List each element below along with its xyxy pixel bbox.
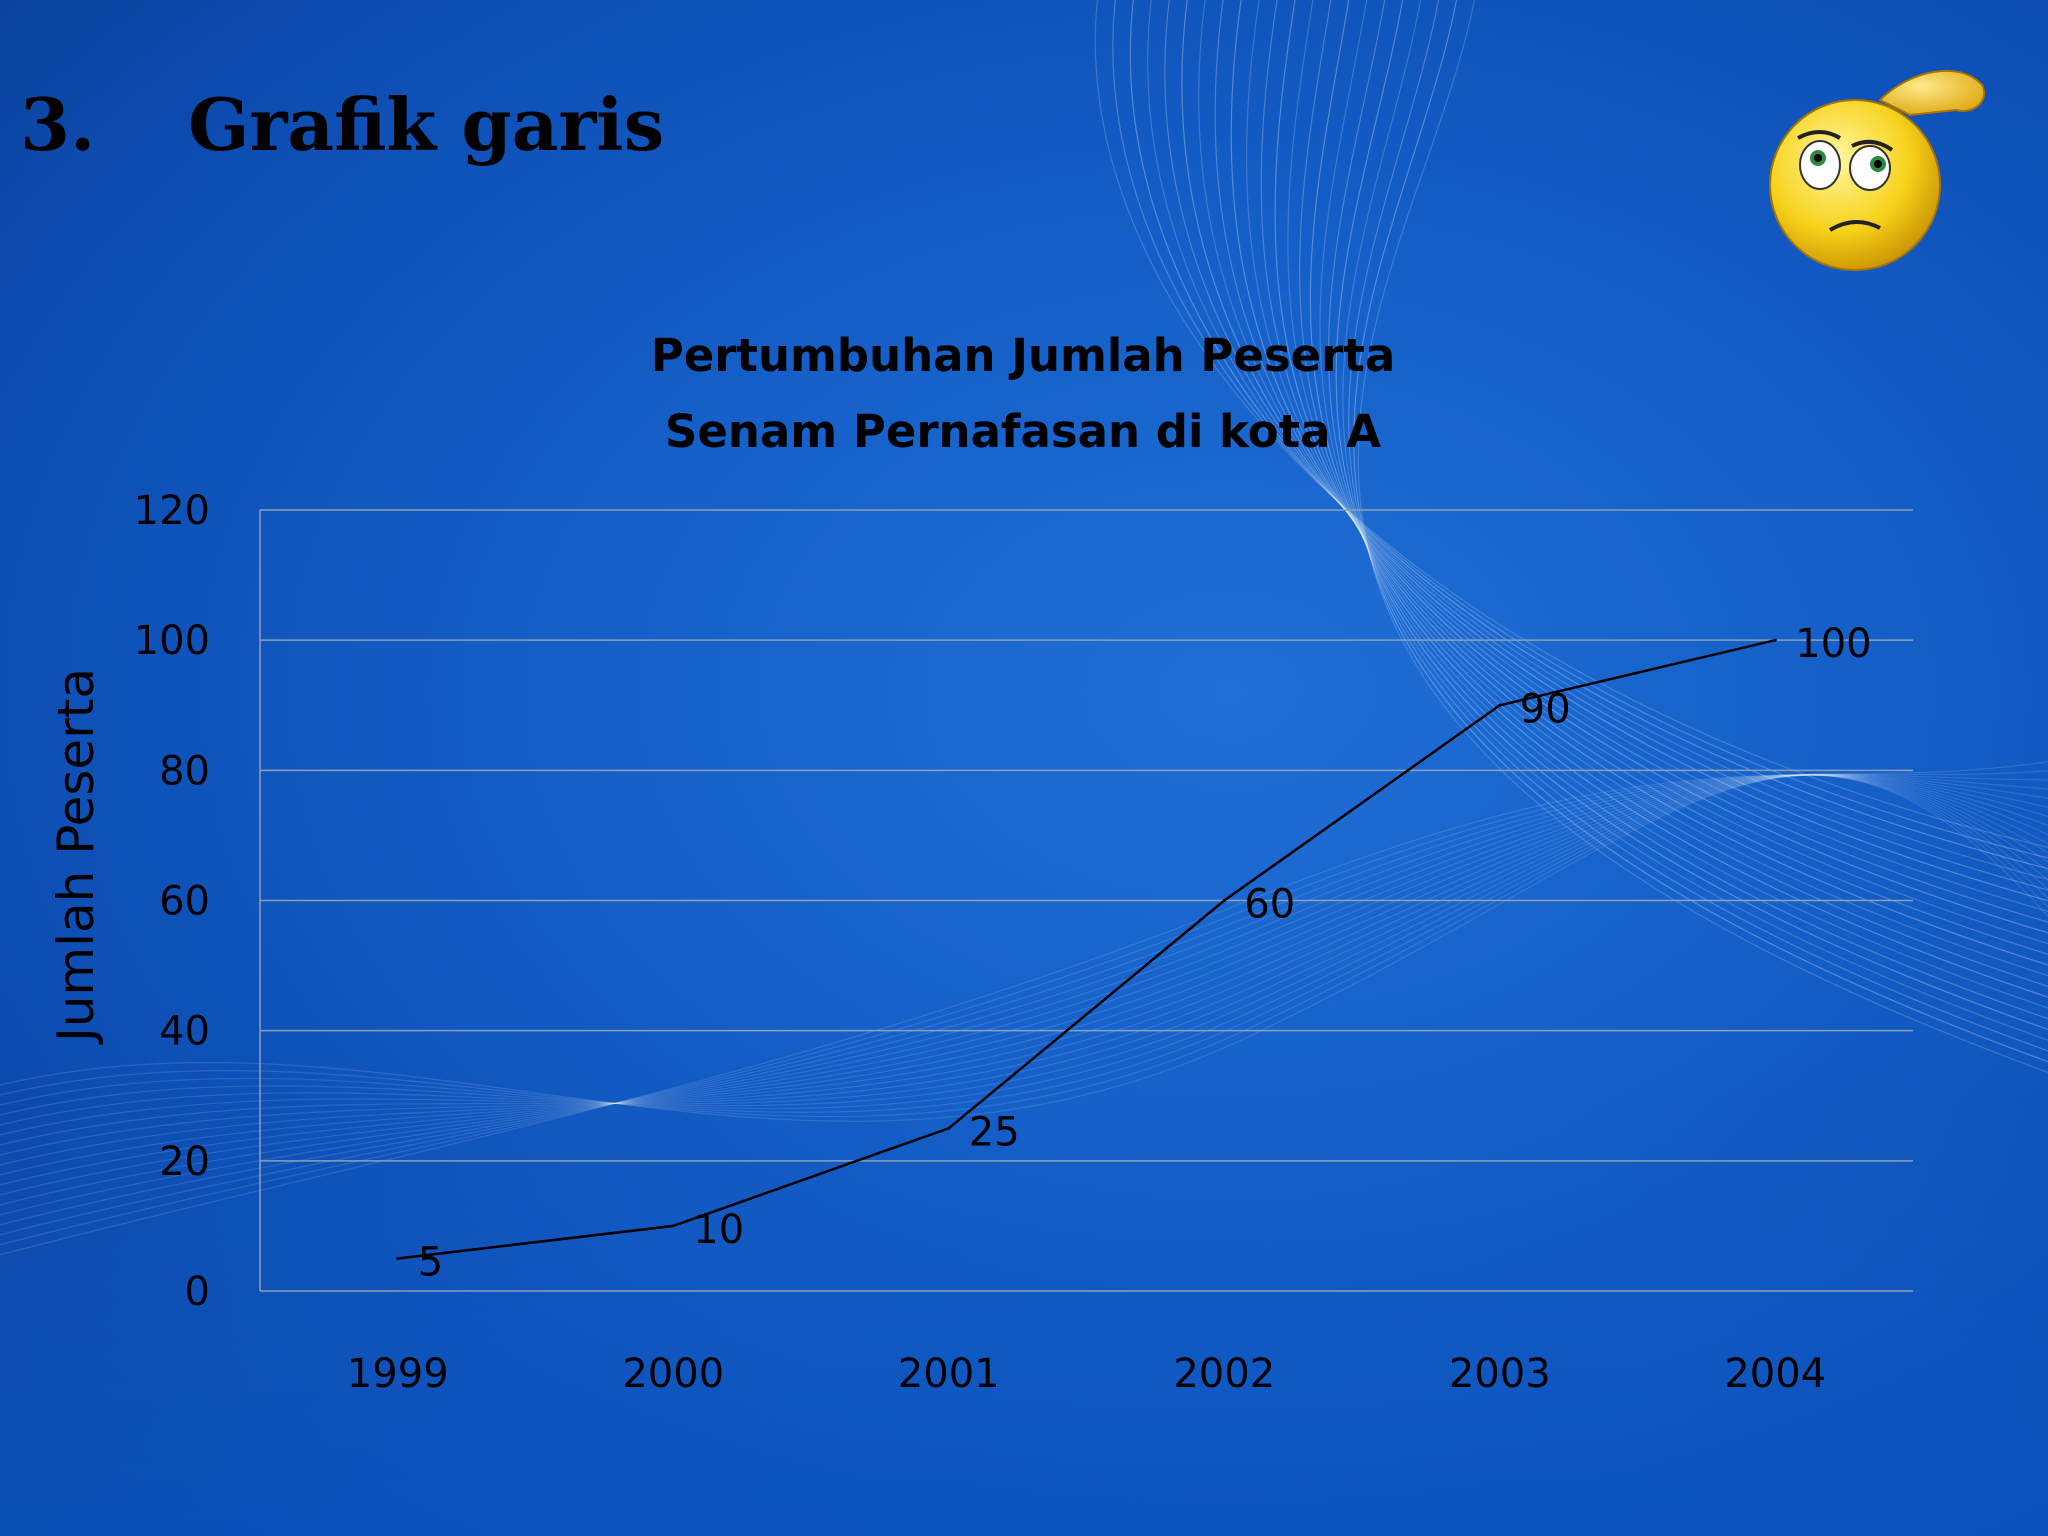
data-point [1773,638,1777,642]
background-wave-line [1274,0,2048,966]
x-tick-label: 1999 [347,1351,449,1397]
background-wave-line [1287,0,2048,977]
background-wave-line [0,773,2048,1216]
background-wave-line [0,774,2048,1122]
background-wave-line [1094,0,2048,848]
background-wave-line [1328,0,2048,1020]
y-axis-title: Jumlah Peserta [47,668,105,1045]
slide-heading: 3. Grafik garis [20,82,664,167]
background-wave-line [1147,0,2048,880]
background-wave-line [1335,0,2048,1030]
data-point [947,1126,951,1130]
background-wave-line [0,761,2048,1256]
background-wave-line [0,770,2048,1246]
y-tick-label: 20 [159,1139,210,1185]
background-wave-line [1319,0,2048,1009]
x-tick-label: 2004 [1724,1351,1826,1397]
x-tick-label: 2000 [622,1351,724,1397]
thinking-face-icon [1769,69,1985,271]
background-wave-line [0,774,2048,1206]
background-wave-line [0,774,2048,1156]
chart-title-line-2: Senam Pernafasan di kota A [664,405,1382,458]
data-label: 100 [1795,621,1871,667]
y-tick-label: 60 [159,879,210,925]
background-wave-line [1348,0,2048,1052]
chart-title: Pertumbuhan Jumlah Peserta Senam Pernafa… [523,318,1523,470]
data-point [396,1256,400,1260]
background-wave-line [1353,0,2048,1063]
background-wave-line [0,774,2048,1166]
background-wave-line [1260,0,2048,955]
data-label: 90 [1520,686,1571,732]
y-tick-label: 80 [159,748,210,794]
x-tick-label: 2001 [898,1351,1000,1397]
background-wave-line [1164,0,2048,891]
background-wave-line [1129,0,2048,870]
data-point [1498,703,1502,707]
background-wave-line [0,774,2048,1136]
background-wave-line [1357,0,2048,1073]
background-wave-line [1198,0,2048,912]
background-wave-line [1245,0,2048,945]
background-wave-line [0,774,2048,1116]
background-wave-line [0,774,2048,1196]
data-point [671,1224,675,1228]
data-label: 25 [969,1109,1020,1155]
data-label: 60 [1244,882,1295,928]
background-wave-line [1309,0,2048,998]
background-wave-line [1112,0,2048,859]
y-tick-label: 0 [185,1269,210,1315]
slide-heading-text: Grafik garis [188,82,665,167]
background-wave-line [0,774,2048,1146]
data-point [1222,899,1226,902]
background-wave-line [0,774,2048,1126]
data-label: 5 [418,1239,443,1285]
data-label: 10 [693,1207,744,1253]
chart-title-line-1: Pertumbuhan Jumlah Peserta [650,329,1396,382]
background-wave-line [1299,0,2048,988]
slide-number: 3. [20,82,96,167]
x-tick-label: 2002 [1173,1351,1275,1397]
y-tick-label: 100 [134,618,210,664]
series-line [397,638,1776,1260]
background-wave-line [1214,0,2048,923]
background-wave-line [1342,0,2048,1041]
x-tick-label: 2003 [1449,1351,1551,1397]
y-tick-label: 40 [159,1009,210,1055]
background-wave-line [0,774,2048,1176]
background-wave-line [0,774,2048,1186]
background-wave-line [0,774,2048,1113]
background-wave-line [0,774,2048,1118]
background-wave-line [1181,0,2048,902]
y-tick-label: 120 [134,488,210,534]
background-wave-line [0,773,2048,1226]
background-wave-line [1230,0,2048,934]
background-wave-line [0,773,2048,1236]
